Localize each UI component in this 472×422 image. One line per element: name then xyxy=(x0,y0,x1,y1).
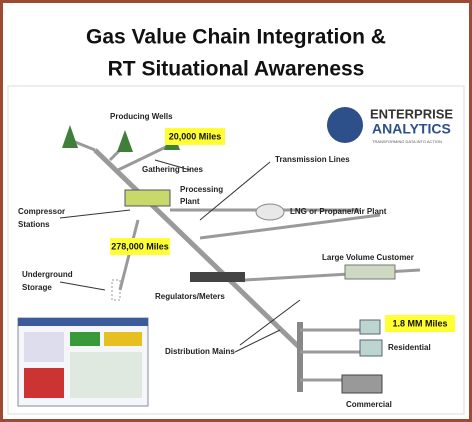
label: Producing Wells xyxy=(110,112,173,121)
label: Commercial xyxy=(346,400,392,409)
logo-tagline: TRANSFORMING DATA INTO ACTION xyxy=(372,139,442,144)
logo: ENTERPRISE ANALYTICS TRANSFORMING DATA I… xyxy=(327,106,453,144)
highlight: 278,000 Miles xyxy=(111,241,169,251)
label: Underground xyxy=(22,270,73,279)
highlight-box xyxy=(110,238,170,255)
highlight-box xyxy=(385,315,455,332)
label: Regulators/Meters xyxy=(155,292,225,301)
highlight: 20,000 Miles xyxy=(169,131,222,141)
label: Residential xyxy=(388,343,431,352)
label: Processing xyxy=(180,185,223,194)
lng-tank xyxy=(255,203,285,221)
label: Distribution Mains xyxy=(165,347,235,356)
label: LNG or Propane/Air Plant xyxy=(290,207,387,216)
title-line: Gas Value Chain Integration & xyxy=(86,26,386,49)
highlight: 1.8 MM Miles xyxy=(392,318,447,328)
label: Gathering Lines xyxy=(142,165,203,174)
processing-plant-icon xyxy=(124,189,171,207)
logo-text: ANALYTICS xyxy=(372,121,451,137)
pipelines xyxy=(69,138,421,392)
regulators-icon xyxy=(190,272,245,282)
label: Storage xyxy=(22,283,52,292)
leader-lines xyxy=(59,159,301,353)
factory-icon xyxy=(344,264,396,280)
label: Large Volume Customer xyxy=(322,253,414,262)
label: Stations xyxy=(18,220,50,229)
dashboard-thumbnail xyxy=(17,317,149,407)
house-icon xyxy=(359,319,381,335)
label: Transmission Lines xyxy=(275,155,350,164)
storage-icon xyxy=(111,279,121,301)
label: Compressor xyxy=(18,207,65,216)
logo-text: ENTERPRISE xyxy=(370,106,453,121)
highlight-box xyxy=(165,128,225,145)
commercial-icon xyxy=(341,374,383,394)
house-icon xyxy=(359,339,383,357)
title-line: RT Situational Awareness xyxy=(108,58,365,81)
label: Plant xyxy=(180,197,200,206)
